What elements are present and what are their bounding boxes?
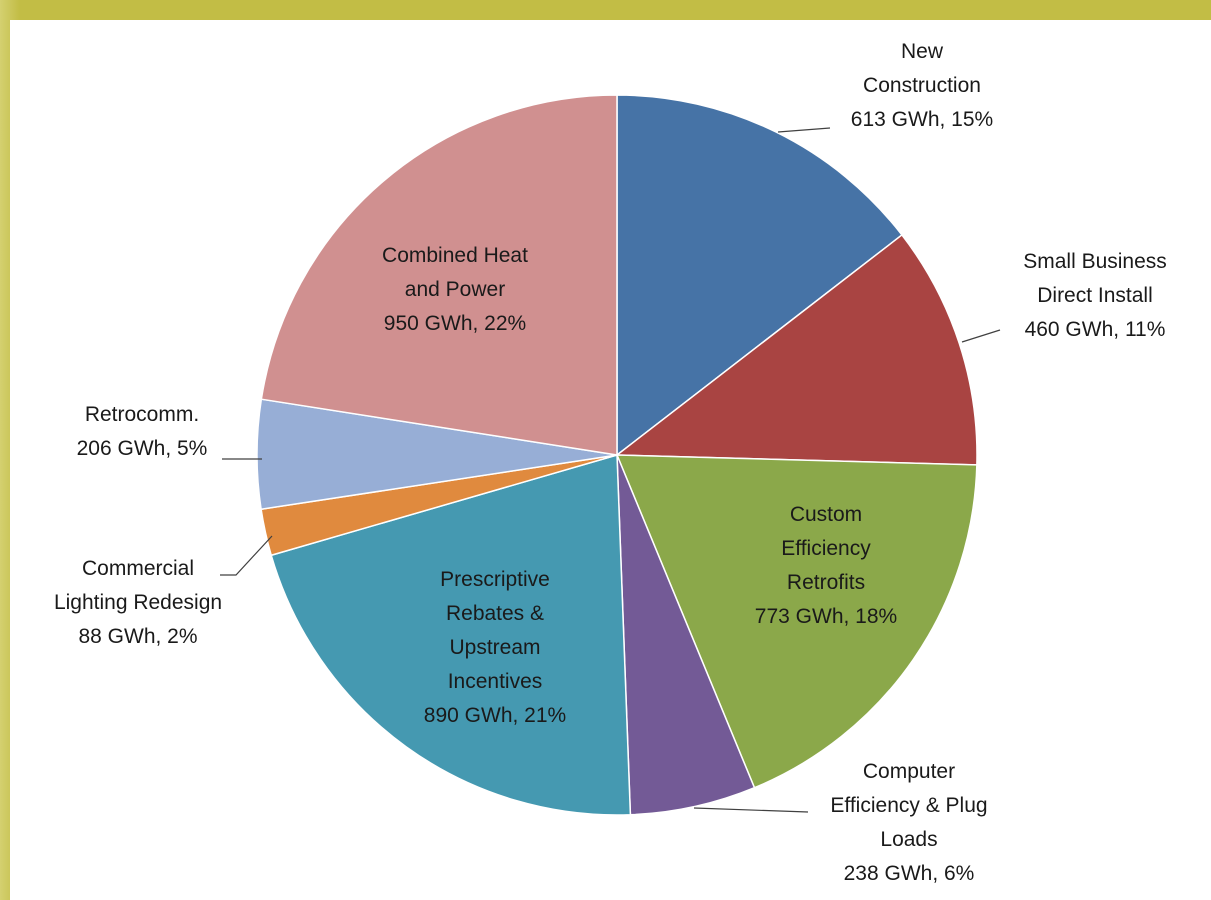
label-line: 460 GWh, 11%: [1025, 318, 1166, 341]
slice-new: [616, 94, 903, 457]
slice-small-business: [614, 233, 978, 466]
label-line: 890 GWh, 21%: [424, 704, 566, 727]
label-new: New Construction 613 GWh, 15%: [851, 40, 993, 131]
label-line: 206 GWh, 5%: [77, 437, 208, 460]
label-line: Small Business: [1023, 250, 1167, 273]
label-line: Combined Heat: [382, 244, 528, 267]
label-line: Rebates &: [446, 602, 544, 625]
slice-prescriptive: [270, 454, 632, 816]
label-line: Upstream: [449, 636, 540, 659]
label-commercial: Commercial Lighting Redesign 88 GWh, 2%: [54, 557, 222, 648]
label-line: Incentives: [448, 670, 543, 693]
label-small-business: Small Business Direct Install 460 GWh, 11%: [1023, 250, 1167, 341]
leader-line-small-business: [961, 329, 1001, 343]
label-line: Efficiency: [781, 537, 871, 560]
label-line: Efficiency & Plug: [830, 794, 987, 817]
label-line: 950 GWh, 22%: [384, 312, 526, 335]
label-line: 238 GWh, 6%: [844, 862, 975, 885]
slice-labels: New Construction 613 GWh, 15% Small Busines…: [54, 40, 1167, 885]
slice-combined-heat: [260, 94, 618, 456]
label-line: Commercial: [82, 557, 194, 580]
label-line: Custom: [790, 503, 862, 526]
leader-lines: [220, 127, 1001, 813]
label-combined-heat: Combined Heat and Power 950 GWh, 22%: [382, 244, 528, 335]
label-line: 88 GWh, 2%: [78, 625, 197, 648]
label-line: New: [901, 40, 944, 63]
label-line: 613 GWh, 15%: [851, 108, 993, 131]
label-custom: Custom Efficiency Retrofits 773 GWh, 18%: [755, 503, 897, 628]
label-retrocomm: Retrocomm. 206 GWh, 5%: [77, 403, 208, 460]
leader-line-new: [777, 127, 831, 133]
label-line: Lighting Redesign: [54, 591, 222, 614]
leader-line-commercial: [220, 535, 273, 576]
slice-computer: [616, 454, 756, 816]
label-line: Retrofits: [787, 571, 865, 594]
label-line: Construction: [863, 74, 981, 97]
label-line: Loads: [880, 828, 937, 851]
pie-slices: [256, 94, 978, 816]
label-line: Direct Install: [1037, 284, 1153, 307]
label-computer: Computer Efficiency & Plug Loads 238 GWh, 6…: [830, 760, 987, 885]
label-line: and Power: [405, 278, 505, 301]
label-prescriptive: Prescriptive Rebates & Upstream Incentives 8…: [424, 568, 566, 727]
label-line: Computer: [863, 760, 955, 783]
label-line: 773 GWh, 18%: [755, 605, 897, 628]
slice-custom: [615, 454, 978, 789]
label-line: Prescriptive: [440, 568, 550, 591]
leader-line-computer: [693, 807, 809, 813]
label-line: Retrocomm.: [85, 403, 199, 426]
